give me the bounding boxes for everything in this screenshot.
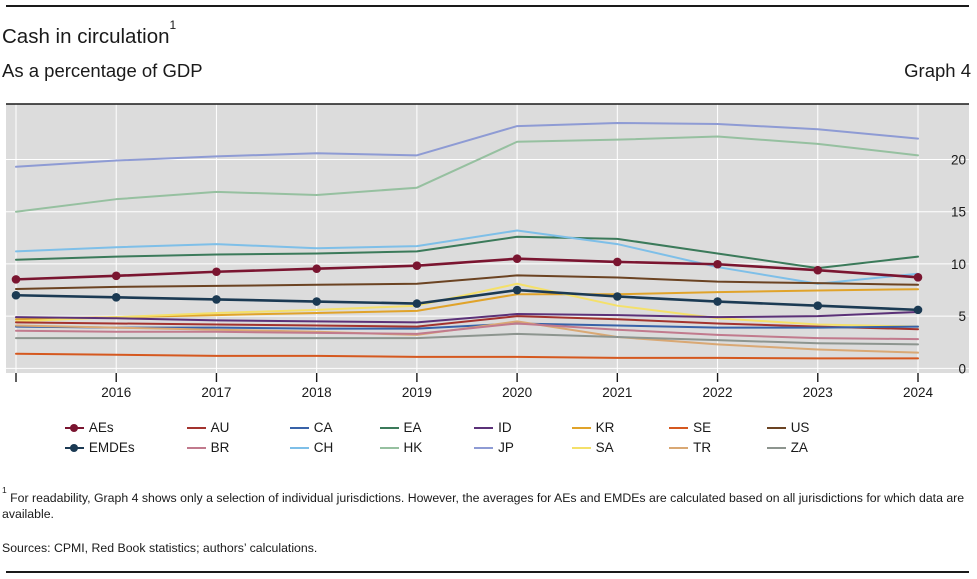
svg-text:2022: 2022 — [703, 385, 733, 400]
svg-text:2023: 2023 — [803, 385, 833, 400]
svg-text:2019: 2019 — [402, 385, 432, 400]
svg-text:2020: 2020 — [502, 385, 532, 400]
svg-text:10: 10 — [951, 257, 966, 272]
svg-text:0: 0 — [958, 361, 966, 376]
svg-text:2024: 2024 — [903, 385, 934, 400]
svg-text:2018: 2018 — [302, 385, 332, 400]
svg-text:2016: 2016 — [101, 385, 131, 400]
svg-text:15: 15 — [951, 205, 966, 220]
svg-text:5: 5 — [958, 309, 966, 324]
svg-text:2017: 2017 — [201, 385, 231, 400]
svg-text:2021: 2021 — [602, 385, 632, 400]
svg-text:20: 20 — [951, 153, 966, 168]
